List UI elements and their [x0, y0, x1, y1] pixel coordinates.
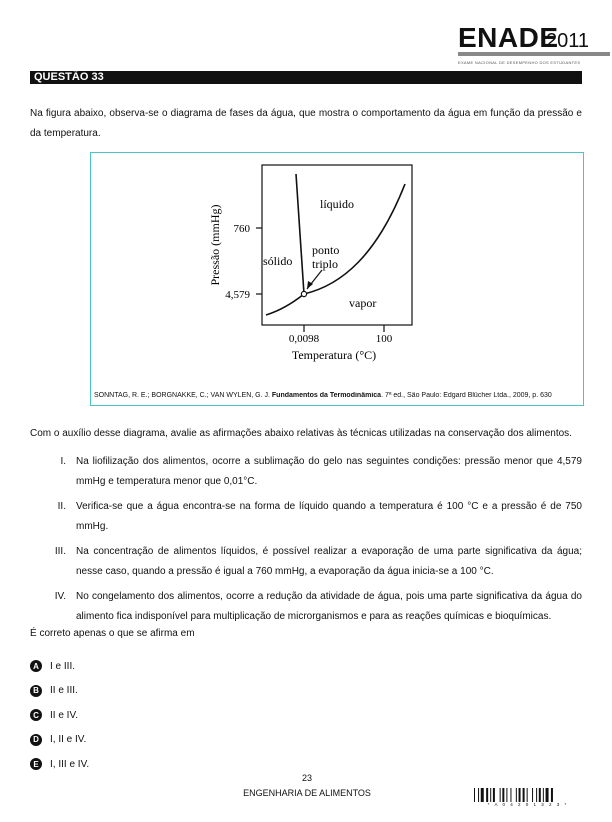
option-text: II e IV.	[50, 709, 78, 721]
option-text: I, III e IV.	[50, 758, 90, 770]
option-letter-badge: D	[30, 733, 42, 746]
barcode-bar	[478, 788, 480, 802]
y-tick-label-760: 760	[234, 223, 251, 235]
statement-text: Na concentração de alimentos líquidos, é…	[76, 546, 582, 577]
option-text: I e III.	[50, 660, 76, 672]
fusion-curve	[295, 173, 305, 295]
barcode-bar	[510, 788, 512, 802]
option-text: II e III.	[50, 685, 78, 697]
phase-diagram: 760 4,579 0,0098 100 Temperatura (°C) Pr…	[208, 164, 413, 362]
option-letter-badge: C	[30, 709, 42, 722]
statement-text: Verifica-se que a água encontra-se na fo…	[76, 501, 582, 532]
sublimation-curve	[265, 293, 305, 316]
option-letter-badge: E	[30, 758, 42, 771]
triple-point-marker	[300, 290, 308, 298]
question-label: QUESTÃO 33	[34, 71, 104, 83]
y-axis-label: Pressão (mmHg)	[208, 205, 222, 286]
barcode-bar	[526, 788, 528, 802]
triple-point-label-2: triplo	[312, 257, 338, 271]
option-b[interactable]: B II e III.	[30, 679, 89, 704]
arrow-head	[307, 281, 313, 289]
region-label-liquid: líquido	[320, 197, 354, 211]
barcode-number: * A 0 4 2 0 1 3 2 3 *	[487, 802, 569, 807]
x-axis-label: Temperatura (°C)	[292, 348, 376, 362]
statement-list: I. Na liofilização dos alimentos, ocorre…	[30, 452, 582, 632]
question-header-bar	[30, 71, 582, 84]
plot-frame	[261, 164, 413, 326]
answer-options: A I e III. B II e III. C II e IV. D I, I…	[30, 654, 89, 777]
statement-number: II.	[57, 501, 66, 512]
option-letter-badge: A	[30, 660, 42, 673]
x-tick-label-100: 100	[376, 333, 393, 345]
page-number: 23	[301, 773, 312, 783]
barcode-bar	[550, 788, 553, 802]
x-tick-label-00098: 0,0098	[289, 333, 320, 345]
barcode-bar	[532, 788, 534, 802]
vaporization-curve	[303, 183, 406, 295]
figure-source: SONNTAG, R. E.; BORGNAKKE, C.; VAN WYLEN…	[94, 392, 552, 399]
statement-number: IV.	[54, 591, 66, 602]
barcode-bar	[480, 788, 484, 802]
option-letter-badge: B	[30, 684, 42, 697]
option-a[interactable]: A I e III.	[30, 654, 89, 679]
barcode-bar	[492, 788, 495, 802]
statement-number: I.	[60, 456, 66, 467]
barcode-bar	[518, 788, 521, 802]
statement-text: No congelamento dos alimentos, ocorre a …	[76, 591, 582, 622]
barcode-bar	[545, 788, 549, 802]
barcode-bar	[490, 788, 492, 802]
question-stem: Com o auxílio desse diagrama, avalie as …	[30, 428, 572, 439]
statement-text: Na liofilização dos alimentos, ocorre a …	[76, 456, 582, 487]
enade-year: 2011	[546, 30, 590, 52]
figure-frame	[90, 152, 584, 406]
logo-underline	[458, 52, 610, 56]
logo-subtitle: EXAME NACIONAL DE DESEMPENHO DOS ESTUDAN…	[458, 60, 581, 65]
statement-item: IV. No congelamento dos alimentos, ocorr…	[30, 587, 582, 627]
barcode-bar	[474, 788, 475, 802]
y-tick-label-4579: 4,579	[225, 289, 250, 301]
statement-item: II. Verifica-se que a água encontra-se n…	[30, 497, 582, 537]
region-label-vapor: vapor	[349, 296, 376, 310]
option-d[interactable]: D I, II e IV.	[30, 728, 89, 753]
enade-logo: ENADE	[458, 22, 559, 53]
barcode-bar	[538, 788, 541, 802]
barcode-bar	[499, 788, 501, 802]
region-label-solid: sólido	[263, 254, 292, 268]
barcode-bar	[522, 788, 525, 802]
barcode-bar	[536, 788, 538, 802]
course-name: ENGENHARIA DE ALIMENTOS	[243, 788, 371, 798]
statement-item: I. Na liofilização dos alimentos, ocorre…	[30, 452, 582, 492]
option-c[interactable]: C II e IV.	[30, 703, 89, 728]
barcode-bar	[542, 788, 544, 802]
barcode-bar	[502, 788, 505, 802]
statement-item: III. Na concentração de alimentos líquid…	[30, 542, 582, 582]
triple-point-label-1: ponto	[312, 243, 339, 257]
statement-number: III.	[54, 546, 66, 557]
answer-prompt: É correto apenas o que se afirma em	[30, 628, 195, 639]
barcode-bar	[506, 788, 508, 802]
question-intro: Na figura abaixo, observa-se o diagrama …	[30, 108, 582, 139]
barcode-icon	[474, 788, 553, 802]
barcode-bar	[515, 788, 517, 802]
option-e[interactable]: E I, III e IV.	[30, 752, 89, 777]
barcode-bar	[486, 788, 489, 802]
option-text: I, II e IV.	[50, 734, 87, 746]
